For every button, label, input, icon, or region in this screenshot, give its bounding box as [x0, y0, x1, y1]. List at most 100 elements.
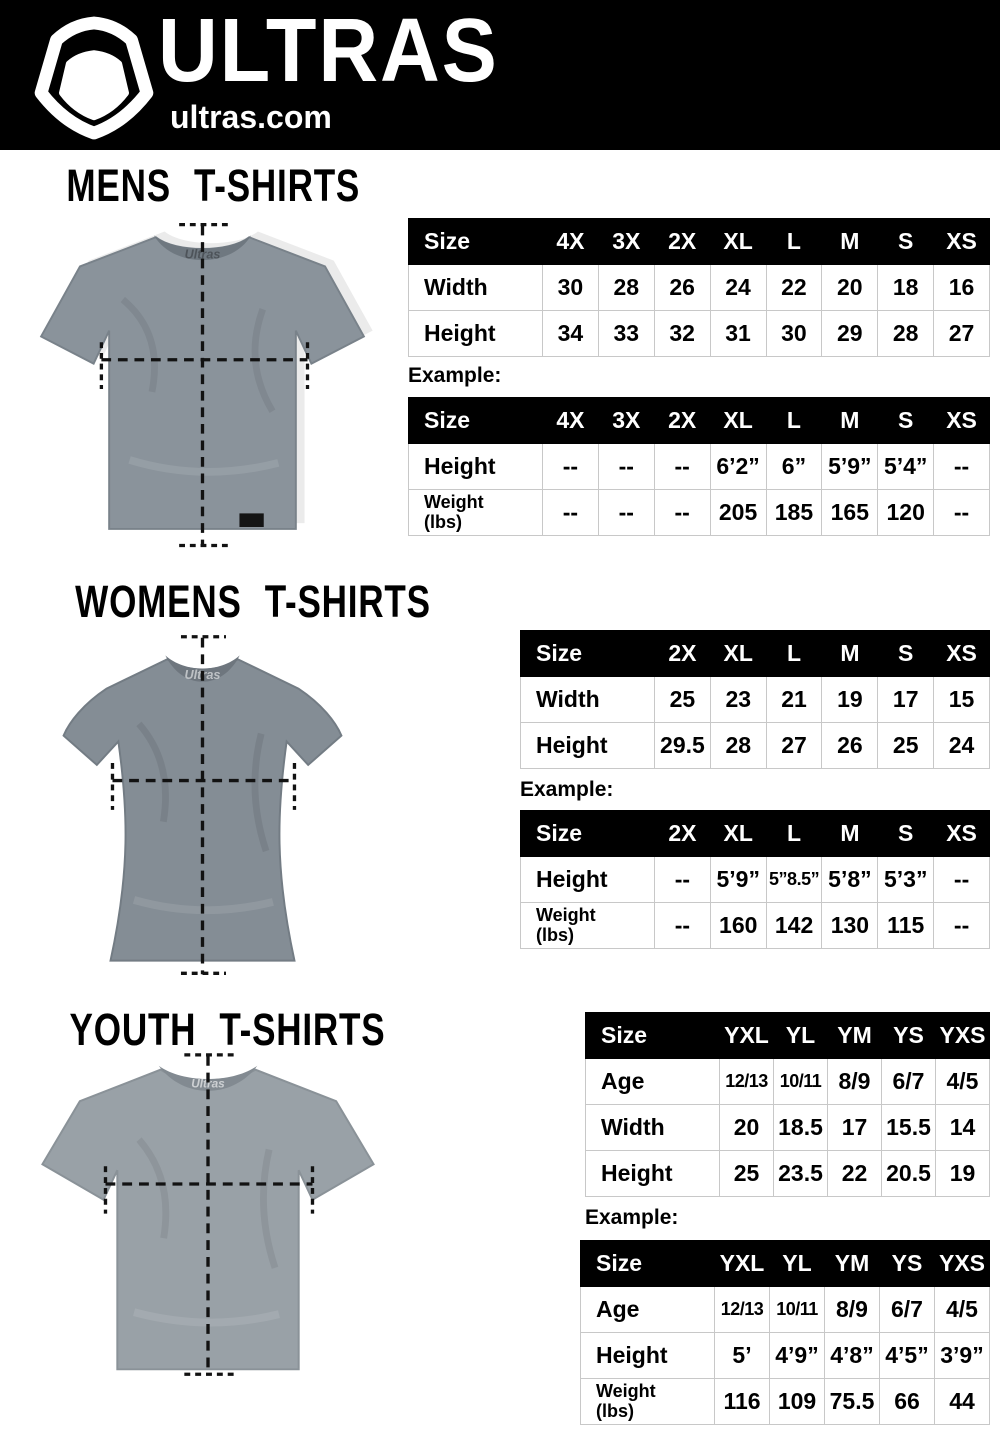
table-cell: -- [933, 443, 990, 490]
column-header: XL [709, 218, 767, 265]
column-header: Size [520, 810, 655, 857]
column-header: L [765, 397, 823, 444]
section-title-youth: YOUTH T-SHIRTS [69, 1004, 386, 1055]
table-cell: -- [933, 902, 990, 949]
column-header: YS [879, 1240, 935, 1287]
table-cell: 29.5 [654, 722, 711, 769]
table-cell: 5’4” [877, 443, 935, 490]
table-cell: 5’8” [821, 856, 879, 903]
column-header: XS [933, 218, 990, 265]
column-header: YXS [935, 1012, 990, 1059]
row-label: Height [580, 1332, 715, 1379]
table-row: Height -- 5’9” 5”8.5” 5’8” 5’3” -- [520, 856, 990, 903]
table-cell: 21 [765, 676, 823, 723]
table-row: Height 34 33 32 31 30 29 28 27 [408, 310, 990, 357]
table-row: Weight (lbs) -- 160 142 130 115 -- [520, 902, 990, 949]
table-cell: -- [933, 489, 990, 536]
table-cell: 12/13 [719, 1058, 774, 1105]
measurement-lines [110, 635, 297, 975]
column-header: 2X [654, 810, 711, 857]
column-header: Size [585, 1012, 720, 1059]
column-header: 3X [597, 218, 655, 265]
table-header-row: Size 2X XL L M S XS [520, 810, 990, 857]
table-cell: 34 [542, 310, 599, 357]
table-cell: 18 [877, 264, 935, 311]
column-header: XL [709, 397, 767, 444]
table-cell: 25 [719, 1150, 774, 1197]
table-cell: 24 [709, 264, 767, 311]
column-header: M [821, 218, 879, 265]
row-label: Height [408, 443, 543, 490]
row-label: Age [580, 1286, 715, 1333]
column-header: L [765, 630, 823, 677]
row-label: Weight (lbs) [408, 489, 543, 536]
table-cell: 4’5” [879, 1332, 935, 1379]
table-row: Age 12/13 10/11 8/9 6/7 4/5 [580, 1286, 990, 1333]
brand-domain: ultras.com [170, 99, 332, 135]
table-header-row: Size 2X XL L M S XS [520, 630, 990, 677]
table-cell: 29 [821, 310, 879, 357]
column-header: YM [824, 1240, 880, 1287]
column-header: YM [827, 1012, 882, 1059]
table-cell: 15 [933, 676, 990, 723]
table-cell: 16 [933, 264, 990, 311]
row-label: Weight (lbs) [580, 1378, 715, 1425]
table-cell: -- [653, 443, 711, 490]
table-cell: 3’9” [934, 1332, 990, 1379]
table-cell: -- [597, 489, 655, 536]
column-header: XL [709, 810, 767, 857]
column-header: S [877, 218, 935, 265]
table-cell: 17 [877, 676, 935, 723]
table-cell: 115 [877, 902, 935, 949]
table-cell: 165 [821, 489, 879, 536]
table-row: Height 25 23.5 22 20.5 19 [585, 1150, 990, 1197]
column-header: M [821, 397, 879, 444]
collar-brand-label: Ultras [191, 1076, 225, 1090]
column-header: Size [580, 1240, 715, 1287]
table-cell: 75.5 [824, 1378, 880, 1425]
table-cell: 28 [709, 722, 767, 769]
column-header: M [821, 630, 879, 677]
womens-example-table: Size 2X XL L M S XS Height -- 5’9” 5”8.5” 5’8” 5’3” -… [520, 810, 990, 949]
womens-size-table: Size 2X XL L M S XS Width 25 23 21 19 17 15 Height 29.5… [520, 630, 990, 769]
table-cell: 26 [653, 264, 711, 311]
column-header: YS [881, 1012, 936, 1059]
table-cell: 28 [877, 310, 935, 357]
column-header: S [877, 630, 935, 677]
table-row: Weight (lbs) 116 109 75.5 66 44 [580, 1378, 990, 1425]
column-header: S [877, 810, 935, 857]
table-cell: 120 [877, 489, 935, 536]
table-cell: 15.5 [881, 1104, 936, 1151]
youth-tshirt-image: Ultras [41, 1053, 375, 1376]
table-row: Width 30 28 26 24 22 20 18 16 [408, 264, 990, 311]
example-label: Example: [408, 364, 502, 387]
hem-tag [239, 513, 264, 527]
table-cell: 27 [765, 722, 823, 769]
table-cell: 28 [597, 264, 655, 311]
table-cell: -- [597, 443, 655, 490]
pentagon-badge-icon [34, 16, 154, 140]
column-header: Size [520, 630, 655, 677]
table-cell: -- [654, 902, 711, 949]
table-cell: -- [653, 489, 711, 536]
row-label: Height [408, 310, 543, 357]
table-header-row: Size YXL YL YM YS YXS [580, 1240, 990, 1287]
table-cell: -- [542, 443, 599, 490]
column-header: XS [933, 810, 990, 857]
column-header: S [877, 397, 935, 444]
table-cell: 24 [933, 722, 990, 769]
row-label: Width [585, 1104, 720, 1151]
table-cell: 8/9 [824, 1286, 880, 1333]
youth-example-table: Size YXL YL YM YS YXS Age 12/13 10/11 8/9 6/7 4/5 He… [580, 1240, 990, 1425]
table-cell: 4/5 [934, 1286, 990, 1333]
table-cell: 4’8” [824, 1332, 880, 1379]
table-cell: 26 [821, 722, 879, 769]
mens-tshirt-image: Ultras [39, 222, 373, 548]
table-cell: 20 [821, 264, 879, 311]
table-cell: 6” [765, 443, 823, 490]
table-cell: 32 [653, 310, 711, 357]
table-cell: 30 [542, 264, 599, 311]
table-header-row: Size YXL YL YM YS YXS [585, 1012, 990, 1059]
table-cell: 31 [709, 310, 767, 357]
